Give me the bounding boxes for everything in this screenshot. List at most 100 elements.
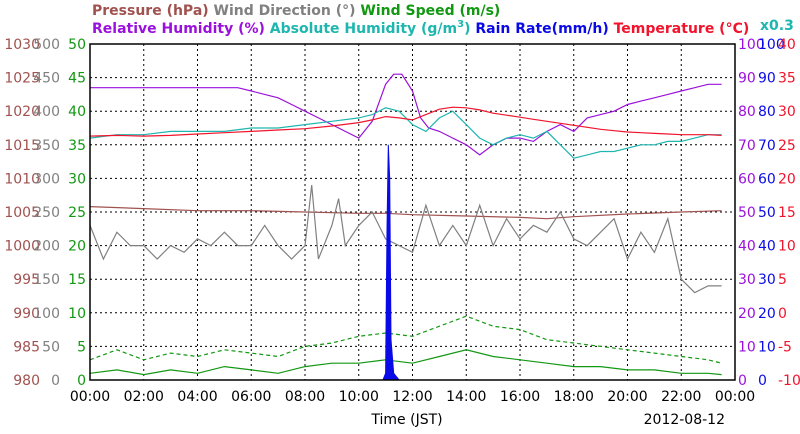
wind-speed-tick-label: 35 [68, 138, 86, 154]
x-tick-label: 06:00 [231, 389, 271, 405]
legend-entry: Wind Direction (°) [209, 3, 356, 19]
temperature-tick-label: -5 [778, 339, 792, 355]
wind-speed-tick-label: 10 [68, 306, 86, 322]
wind-dir-tick-label: 250 [33, 205, 60, 221]
wind-speed-tick-label: 15 [68, 272, 86, 288]
x-tick-label: 04:00 [177, 389, 217, 405]
legend-entry: Rain Rate(mm/h) [471, 21, 609, 37]
legend-entry: Wind Speed (m/s) [356, 3, 501, 19]
pressure-tick-label: 980 [13, 373, 40, 389]
wind-dir-tick-label: 400 [33, 104, 60, 120]
wind-speed-tick-label: 25 [68, 205, 86, 221]
wind-dir-tick-label: 450 [33, 71, 60, 87]
legend-row-2: Relative Humidity (%) Absolute Humidity … [92, 19, 749, 37]
humidity-tick-label: 30 [738, 272, 756, 288]
x-axis-label: Time (JST) [370, 412, 442, 428]
wind-dir-tick-label: 200 [33, 239, 60, 255]
x-tick-label: 10:00 [339, 389, 379, 405]
wind-dir-tick-label: 0 [51, 373, 60, 389]
x-tick-label: 00:00 [715, 389, 755, 405]
humidity-tick-label: 0 [738, 373, 747, 389]
x-tick-label: 22:00 [661, 389, 701, 405]
legend-entry: Pressure (hPa) [92, 3, 209, 19]
legend-row-1: Pressure (hPa) Wind Direction (°) Wind S… [92, 3, 500, 19]
series-temperature [89, 106, 722, 137]
pressure-tick-label: 1015 [4, 138, 40, 154]
wind-speed-tick-label: 40 [68, 104, 86, 120]
temperature-tick-label: 35 [778, 71, 796, 87]
x-tick-label: 16:00 [500, 389, 540, 405]
scale-note: x0.3 [760, 18, 794, 34]
series-wind-speed-gust [89, 315, 722, 364]
rain-tick-label: 90 [758, 71, 776, 87]
legend-superscript-tail: ) [464, 21, 470, 37]
pressure-tick-label: 1005 [4, 205, 40, 221]
x-tick-label: 02:00 [124, 389, 164, 405]
series-absolute-humidity-x0-3 [89, 107, 722, 159]
rain-tick-label: 100 [758, 37, 785, 53]
wind-speed-tick-label: 45 [68, 71, 86, 87]
rain-tick-label: 60 [758, 171, 776, 187]
chart-legend: Pressure (hPa) Wind Direction (°) Wind S… [92, 3, 794, 37]
humidity-tick-label: 100 [738, 37, 765, 53]
rain-tick-label: 80 [758, 104, 776, 120]
wind-dir-tick-label: 500 [33, 37, 60, 53]
humidity-tick-label: 10 [738, 339, 756, 355]
temperature-tick-label: 40 [778, 37, 796, 53]
wind-speed-tick-label: 50 [68, 37, 86, 53]
wind-speed-tick-label: 20 [68, 239, 86, 255]
temperature-tick-label: 5 [778, 272, 787, 288]
pressure-tick-label: 1020 [4, 104, 40, 120]
wind-speed-tick-label: 5 [77, 339, 86, 355]
temperature-tick-label: 15 [778, 205, 796, 221]
humidity-tick-label: 40 [738, 239, 756, 255]
date-label: 2012-08-12 [644, 412, 725, 428]
humidity-tick-label: 90 [738, 71, 756, 87]
humidity-tick-label: 70 [738, 138, 756, 154]
rain-tick-label: 40 [758, 239, 776, 255]
x-tick-label: 14:00 [446, 389, 486, 405]
x-tick-label: 12:00 [392, 389, 432, 405]
temperature-tick-label: -10 [778, 373, 800, 389]
legend-superscript: 3 [457, 19, 464, 30]
series-relative-humidity [90, 73, 722, 156]
rain-tick-label: 20 [758, 306, 776, 322]
wind-dir-tick-label: 350 [33, 138, 60, 154]
temperature-tick-label: 25 [778, 138, 796, 154]
humidity-tick-label: 20 [738, 306, 756, 322]
x-tick-label: 00:00 [70, 389, 110, 405]
humidity-tick-label: 80 [738, 104, 756, 120]
temperature-tick-label: 10 [778, 239, 796, 255]
rain-tick-label: 0 [758, 373, 767, 389]
series-wind-speed-mean [89, 349, 722, 376]
pressure-tick-label: 985 [13, 339, 40, 355]
grid-lines [90, 44, 735, 380]
x-tick-label: 20:00 [607, 389, 647, 405]
pressure-tick-label: 995 [13, 272, 40, 288]
wind-speed-tick-label: 0 [77, 373, 86, 389]
temperature-tick-label: 0 [778, 306, 787, 322]
rain-tick-label: 70 [758, 138, 776, 154]
pressure-tick-label: 990 [13, 306, 40, 322]
wind-dir-tick-label: 100 [33, 306, 60, 322]
legend-entry: Absolute Humidity (g/m [265, 21, 457, 37]
legend-entry: Temperature (°C) [609, 21, 750, 37]
temperature-tick-label: 30 [778, 104, 796, 120]
series-wind-direction [89, 185, 722, 294]
rain-tick-label: 30 [758, 272, 776, 288]
plot-border [89, 43, 736, 381]
series-pressure [89, 206, 722, 220]
x-tick-label: 08:00 [285, 389, 325, 405]
pressure-tick-label: 1000 [4, 239, 40, 255]
x-tick-label: 18:00 [554, 389, 594, 405]
axis-labels: 00:00 02:00 04:00 06:00 08:00 10:00 12:00 14:00… [4, 37, 800, 428]
pressure-tick-label: 1030 [4, 37, 40, 53]
humidity-tick-label: 60 [738, 171, 756, 187]
pressure-tick-label: 1010 [4, 171, 40, 187]
wind-dir-tick-label: 50 [42, 339, 60, 355]
pressure-tick-label: 1025 [4, 71, 40, 87]
wind-dir-tick-label: 300 [33, 171, 60, 187]
plot-frame [89, 43, 736, 381]
wind-speed-tick-label: 30 [68, 171, 86, 187]
